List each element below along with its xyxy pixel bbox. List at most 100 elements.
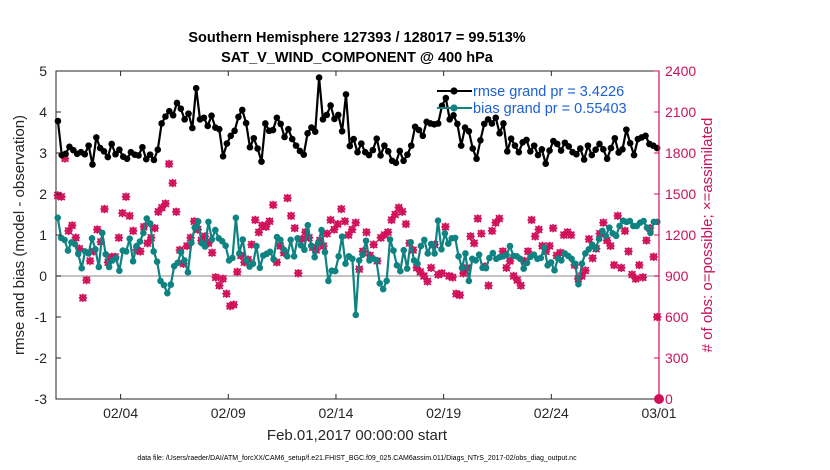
bias-point xyxy=(506,242,514,250)
bias-point xyxy=(321,248,329,256)
rmse-point xyxy=(292,142,300,149)
obs-assimilated-point xyxy=(268,200,278,210)
rmse-point xyxy=(104,153,112,161)
rmse-point xyxy=(277,120,284,128)
obs-assimilated-point xyxy=(326,215,335,225)
bias-point xyxy=(472,257,480,264)
obs-assimilated-point xyxy=(254,228,263,237)
rmse-point xyxy=(565,143,573,150)
obs-assimilated-point xyxy=(290,223,299,233)
obs-assimilated-point xyxy=(369,240,378,249)
bias-point xyxy=(287,236,294,244)
rmse-point xyxy=(384,148,392,155)
rmse-point xyxy=(457,142,465,149)
bias-point xyxy=(105,263,113,271)
bias-point xyxy=(136,238,144,245)
rmse-point xyxy=(419,132,427,140)
rmse-point xyxy=(477,136,484,144)
bias-point xyxy=(61,236,68,244)
bias-point xyxy=(373,257,380,264)
obs-assimilated-point xyxy=(78,293,88,303)
bias-point xyxy=(585,246,593,253)
obs-assimilated-point xyxy=(218,274,228,283)
bias-point xyxy=(475,251,483,258)
obs-assimilated-point xyxy=(609,260,619,270)
obs-assimilated-point xyxy=(347,225,357,234)
y-tick-label: 3 xyxy=(39,145,47,161)
rmse-point xyxy=(327,102,334,109)
bias-point xyxy=(294,234,301,242)
x-tick-label: 02/04 xyxy=(103,405,138,421)
y2-axis-label: # of obs: o=possible; ×=assimilated xyxy=(699,118,716,353)
bias-point xyxy=(612,232,620,240)
y2-tick-label: 1200 xyxy=(665,227,696,243)
rmse-point xyxy=(246,143,254,151)
obs-assimilated-point xyxy=(548,223,558,233)
bias-point xyxy=(335,253,342,260)
rmse-point xyxy=(177,105,185,113)
chart-subtitle: SAT_V_WIND_COMPONENT @ 400 hPa xyxy=(221,50,494,66)
obs-assimilated-point xyxy=(455,290,464,300)
bias-point xyxy=(503,251,510,259)
bias-point xyxy=(311,253,318,261)
obs-assimilated-point xyxy=(333,219,342,229)
obs-assimilated-point xyxy=(168,178,177,188)
rmse-point xyxy=(235,113,242,121)
obs-assimilated-point xyxy=(82,275,91,285)
rmse-point xyxy=(580,156,588,163)
rmse-point xyxy=(557,147,565,154)
obs-assimilated-point xyxy=(505,256,515,266)
rmse-point xyxy=(258,158,265,165)
bias-point xyxy=(218,237,226,245)
bias-point xyxy=(427,240,435,248)
obs-assimilated-point xyxy=(401,219,411,229)
y2-tick-label: 1800 xyxy=(665,145,696,161)
rmse-point xyxy=(530,142,538,149)
rmse-point xyxy=(150,156,158,164)
rmse-point xyxy=(576,145,584,152)
bias-point xyxy=(376,280,384,287)
legend-bias-marker xyxy=(450,104,458,112)
obs-assimilated-point xyxy=(390,210,400,219)
bias-point xyxy=(112,254,120,262)
rmse-point xyxy=(407,142,415,149)
rmse-point xyxy=(492,114,500,122)
bias-point xyxy=(270,255,277,263)
rmse-point xyxy=(603,155,611,163)
rmse-point xyxy=(238,106,246,114)
obs-assimilated-point xyxy=(624,247,633,256)
bias-point xyxy=(266,248,274,256)
bias-point xyxy=(122,248,130,255)
obs-assimilated-point xyxy=(85,256,95,266)
bias-point xyxy=(571,260,579,268)
obs-assimilated-point xyxy=(523,247,533,256)
bias-point xyxy=(304,221,312,229)
bias-point xyxy=(188,239,195,247)
bias-point xyxy=(184,269,192,276)
bias-point xyxy=(355,257,363,264)
y2-tick-label: 600 xyxy=(665,309,689,325)
rmse-point xyxy=(200,114,208,122)
obs-assimilated-point xyxy=(437,269,447,278)
rmse-point xyxy=(465,127,473,135)
rmse-point xyxy=(596,140,603,148)
bias-point xyxy=(421,236,428,244)
bias-point xyxy=(486,254,493,262)
obs-assimilated-point xyxy=(172,207,181,216)
obs-assimilated-point xyxy=(222,289,231,298)
bias-point xyxy=(283,253,291,260)
rmse-point xyxy=(273,114,281,122)
bias-point xyxy=(64,247,72,254)
rmse-point xyxy=(227,132,235,140)
rmse-point xyxy=(415,126,423,134)
x-tick-label: 02/19 xyxy=(426,405,461,421)
rmse-point xyxy=(158,120,165,127)
rmse-point xyxy=(523,136,530,144)
obs-assimilated-point xyxy=(121,192,131,201)
rmse-point xyxy=(534,151,542,159)
y2-tick-label: 2400 xyxy=(665,63,696,79)
y-tick-label: -2 xyxy=(35,350,48,366)
rmse-series xyxy=(54,74,661,168)
bias-point xyxy=(568,255,575,263)
obs-assimilated-point xyxy=(229,300,238,309)
